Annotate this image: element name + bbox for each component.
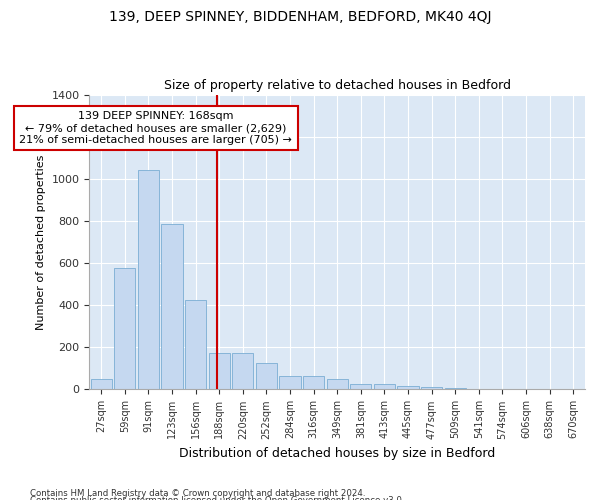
Text: Contains public sector information licensed under the Open Government Licence v3: Contains public sector information licen… xyxy=(30,496,404,500)
Text: 139, DEEP SPINNEY, BIDDENHAM, BEDFORD, MK40 4QJ: 139, DEEP SPINNEY, BIDDENHAM, BEDFORD, M… xyxy=(109,10,491,24)
Bar xyxy=(209,352,230,390)
Bar xyxy=(138,170,159,390)
Title: Size of property relative to detached houses in Bedford: Size of property relative to detached ho… xyxy=(164,79,511,92)
X-axis label: Distribution of detached houses by size in Bedford: Distribution of detached houses by size … xyxy=(179,447,496,460)
Bar xyxy=(232,352,253,390)
Bar xyxy=(280,376,301,390)
Bar xyxy=(256,363,277,390)
Bar xyxy=(421,388,442,390)
Text: Contains HM Land Registry data © Crown copyright and database right 2024.: Contains HM Land Registry data © Crown c… xyxy=(30,488,365,498)
Bar xyxy=(350,384,371,390)
Bar xyxy=(374,384,395,390)
Bar xyxy=(114,268,136,390)
Bar xyxy=(468,389,490,390)
Bar xyxy=(397,386,419,390)
Bar xyxy=(91,379,112,390)
Bar xyxy=(161,224,182,390)
Text: 139 DEEP SPINNEY: 168sqm
← 79% of detached houses are smaller (2,629)
21% of sem: 139 DEEP SPINNEY: 168sqm ← 79% of detach… xyxy=(19,112,292,144)
Bar xyxy=(185,300,206,390)
Bar xyxy=(326,379,348,390)
Bar xyxy=(445,388,466,390)
Y-axis label: Number of detached properties: Number of detached properties xyxy=(36,154,46,330)
Bar xyxy=(303,376,324,390)
